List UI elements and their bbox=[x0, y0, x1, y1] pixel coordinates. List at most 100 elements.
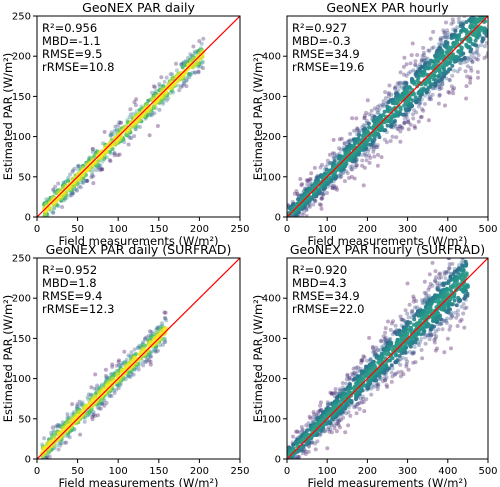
scatter-point bbox=[459, 10, 463, 14]
scatter-point bbox=[177, 84, 181, 88]
scatter-point bbox=[482, 3, 486, 7]
chart-title: GeoNEX PAR daily bbox=[82, 0, 195, 15]
scatter-point bbox=[412, 317, 416, 321]
scatter-point bbox=[382, 377, 386, 381]
scatter-point bbox=[156, 124, 160, 128]
scatter-point bbox=[420, 348, 424, 352]
scatter-point bbox=[83, 420, 87, 424]
scatter-point bbox=[462, 302, 466, 306]
scatter-point bbox=[453, 299, 457, 303]
scatter-point bbox=[386, 124, 390, 128]
scatter-point bbox=[344, 382, 348, 386]
stat-text: RMSE=34.9 bbox=[292, 289, 360, 303]
y-tick-label: 0 bbox=[275, 455, 281, 466]
scatter-points bbox=[285, 226, 469, 461]
scatter-point bbox=[484, 0, 488, 1]
scatter-point bbox=[110, 365, 114, 369]
scatter-point bbox=[424, 342, 428, 346]
scatter-point bbox=[376, 153, 380, 157]
scatter-point bbox=[414, 299, 418, 303]
scatter-point bbox=[389, 328, 393, 332]
scatter-point bbox=[372, 155, 376, 159]
scatter-point bbox=[438, 93, 442, 97]
scatter-point bbox=[483, 8, 487, 12]
scatter-point bbox=[434, 269, 438, 273]
scatter-point bbox=[460, 318, 464, 322]
scatter-point bbox=[465, 5, 469, 9]
scatter-point bbox=[479, 0, 483, 3]
scatter-point bbox=[481, 36, 485, 40]
scatter-point bbox=[373, 115, 377, 119]
stat-text: R²=0.956 bbox=[42, 21, 97, 35]
scatter-point bbox=[174, 62, 178, 66]
stat-text: rRMSE=19.6 bbox=[292, 60, 364, 74]
scatter-point bbox=[402, 121, 406, 125]
scatter-point bbox=[448, 328, 452, 332]
scatter-point bbox=[315, 439, 319, 443]
scatter-point bbox=[429, 37, 433, 41]
scatter-point bbox=[479, 0, 483, 4]
scatter-point bbox=[57, 448, 61, 452]
scatter-point bbox=[464, 43, 468, 47]
scatter-point bbox=[473, 8, 477, 12]
scatter-point bbox=[405, 74, 409, 78]
scatter-point bbox=[413, 345, 417, 349]
scatter-point bbox=[349, 386, 353, 390]
scatter-point bbox=[417, 120, 421, 124]
stat-text: rRMSE=10.8 bbox=[42, 60, 114, 74]
scatter-point bbox=[447, 67, 451, 71]
scatter-point bbox=[78, 433, 82, 437]
scatter-point bbox=[108, 158, 112, 162]
stat-text: R²=0.927 bbox=[292, 21, 347, 35]
scatter-point bbox=[480, 6, 484, 10]
scatter-point bbox=[305, 214, 309, 218]
scatter-point bbox=[348, 165, 352, 169]
scatter-point bbox=[461, 269, 465, 273]
scatter-point bbox=[453, 29, 457, 33]
scatter-point bbox=[420, 107, 424, 111]
scatter-point bbox=[319, 165, 323, 169]
scatter-point bbox=[347, 176, 351, 180]
stat-text: RMSE=9.4 bbox=[42, 289, 102, 303]
scatter-point bbox=[340, 137, 344, 141]
x-tick-label: 0 bbox=[284, 224, 290, 235]
scatter-point bbox=[341, 381, 345, 385]
scatter-point bbox=[309, 178, 313, 182]
stat-text: MBD=-0.3 bbox=[292, 34, 351, 48]
y-tick-label: 0 bbox=[275, 213, 281, 224]
scatter-point bbox=[461, 5, 465, 9]
scatter-point bbox=[431, 93, 435, 97]
scatter-point bbox=[404, 107, 408, 111]
scatter-point bbox=[449, 346, 453, 350]
stat-text: R²=0.952 bbox=[42, 263, 97, 277]
x-tick-label: 250 bbox=[230, 224, 249, 235]
scatter-point bbox=[464, 264, 468, 268]
y-axis-label: Estimated PAR (W/m²) bbox=[251, 295, 265, 423]
scatter-point bbox=[365, 158, 369, 162]
scatter-point bbox=[452, 69, 456, 73]
scatter-point bbox=[355, 411, 359, 415]
scatter-point bbox=[431, 30, 435, 34]
scatter-point bbox=[461, 312, 465, 316]
scatter-point bbox=[164, 318, 168, 322]
chart-title: GeoNEX PAR hourly bbox=[326, 0, 449, 15]
scatter-point bbox=[437, 59, 441, 63]
scatter-point bbox=[420, 356, 424, 360]
scatter-point bbox=[346, 423, 350, 427]
scatter-point bbox=[148, 133, 152, 137]
scatter-point bbox=[450, 74, 454, 78]
scatter-point bbox=[415, 53, 419, 57]
scatter-point bbox=[450, 262, 454, 266]
stat-text: MBD=4.3 bbox=[292, 276, 347, 290]
scatter-point bbox=[456, 324, 460, 328]
scatter-point bbox=[456, 296, 460, 300]
scatter-point bbox=[455, 303, 459, 307]
scatter-point bbox=[475, 8, 479, 12]
scatter-point bbox=[398, 140, 402, 144]
scatter-point bbox=[343, 430, 347, 434]
scatter-point bbox=[486, 12, 490, 16]
scatter-point bbox=[467, 7, 471, 11]
scatter-point bbox=[405, 62, 409, 66]
scatter-point bbox=[480, 10, 484, 14]
scatter-point bbox=[170, 72, 174, 76]
